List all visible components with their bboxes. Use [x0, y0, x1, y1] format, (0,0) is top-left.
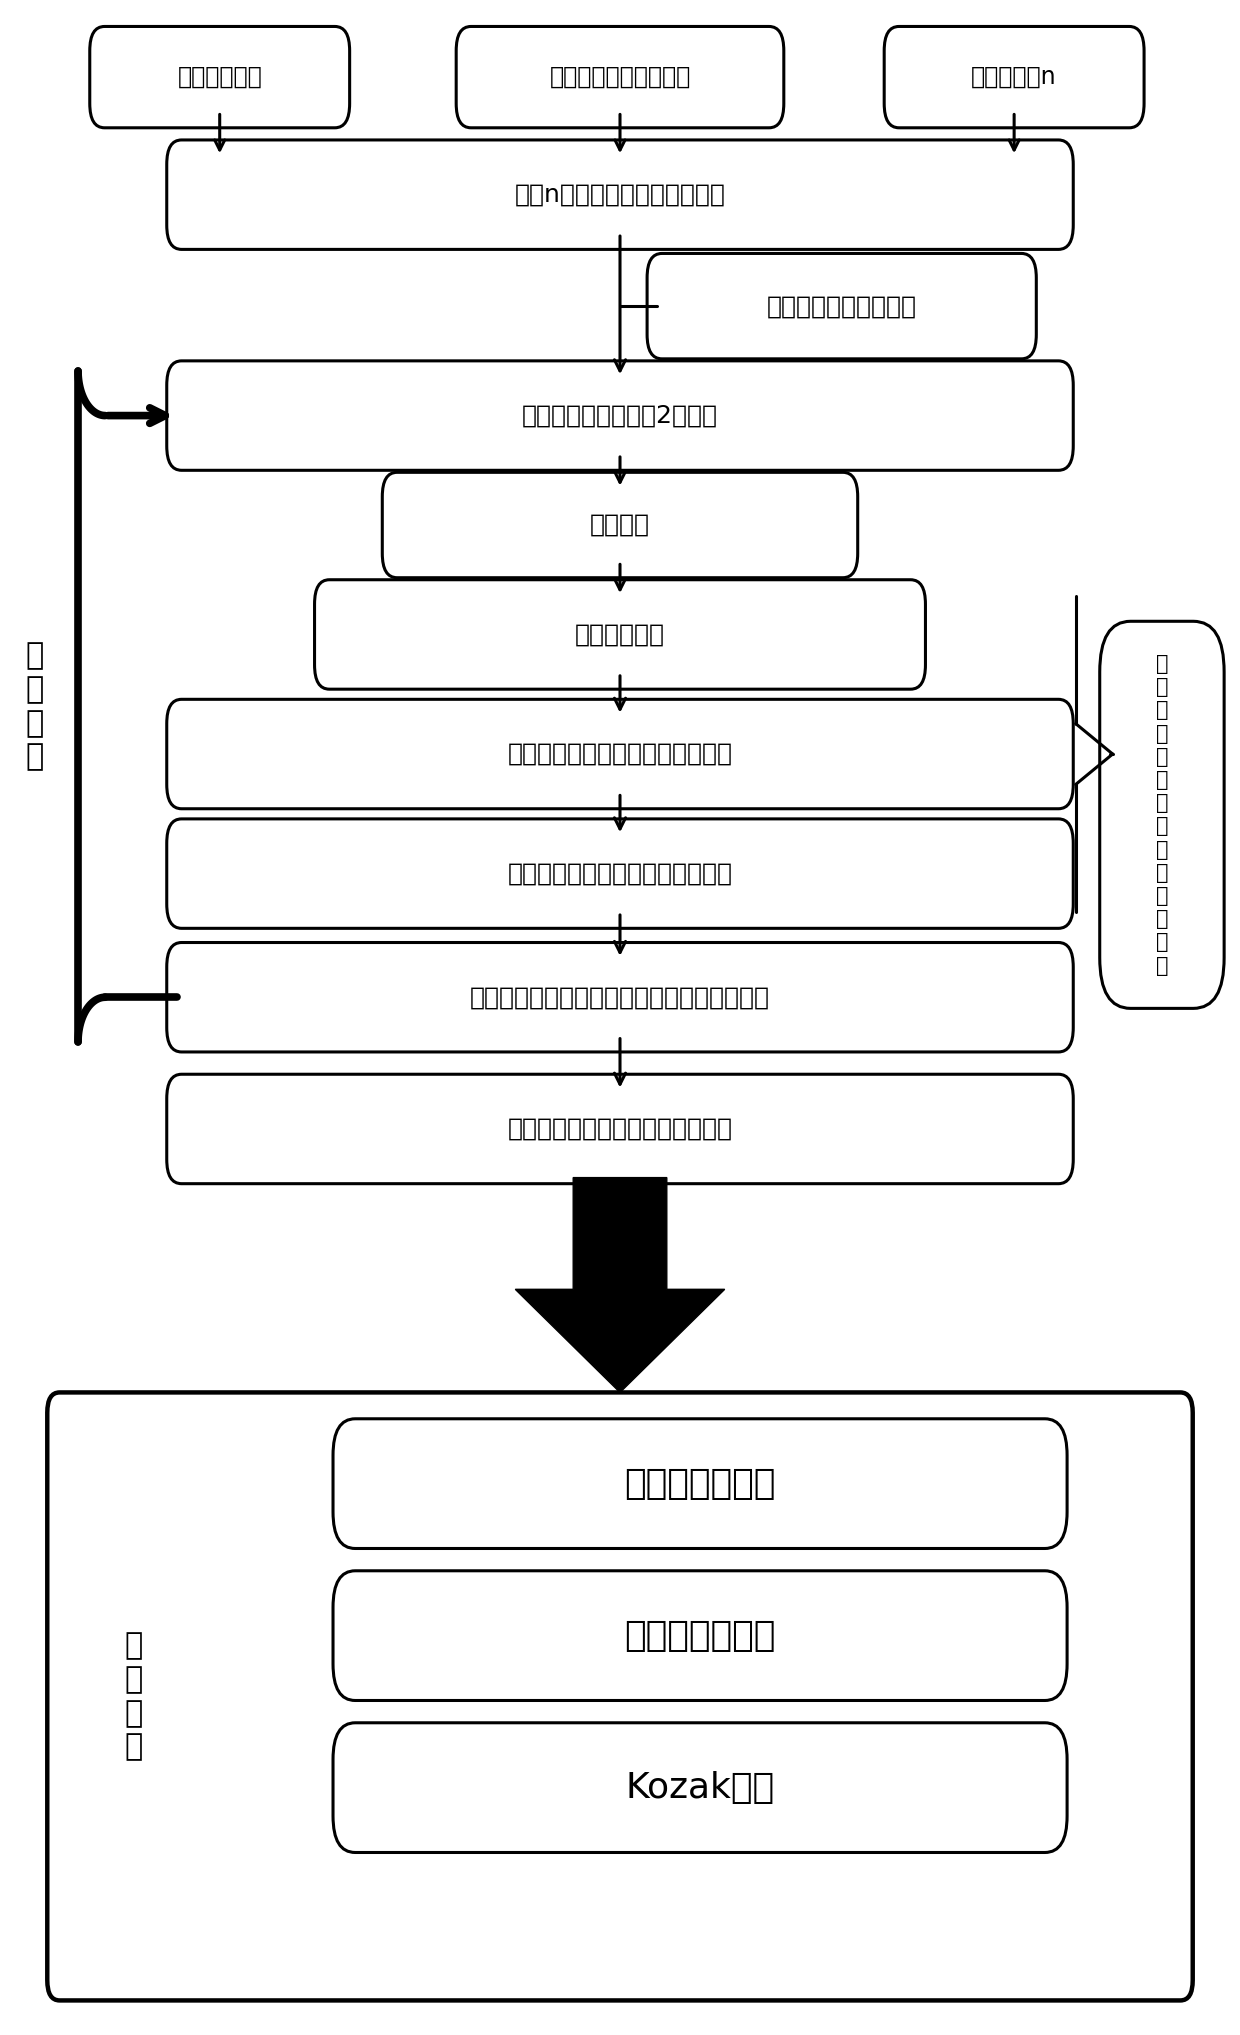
FancyBboxPatch shape — [647, 254, 1037, 358]
Polygon shape — [516, 1178, 724, 1392]
Text: 根据轮盘赌原则选择2条基因: 根据轮盘赌原则选择2条基因 — [522, 403, 718, 427]
Text: 输入一条原核基因序列: 输入一条原核基因序列 — [549, 65, 691, 90]
FancyBboxPatch shape — [166, 700, 1074, 808]
Text: 亚细胞定位序列: 亚细胞定位序列 — [625, 1467, 776, 1500]
FancyBboxPatch shape — [382, 472, 858, 578]
Text: 设置多目标优化期望値: 设置多目标优化期望値 — [766, 295, 916, 317]
FancyBboxPatch shape — [89, 26, 350, 128]
FancyBboxPatch shape — [166, 942, 1074, 1052]
Text: 群体个数：n: 群体个数：n — [971, 65, 1056, 90]
Text: 得到优化种群，从中选择最优序列: 得到优化种群，从中选择最优序列 — [507, 1117, 733, 1142]
FancyBboxPatch shape — [334, 1571, 1068, 1701]
FancyBboxPatch shape — [456, 26, 784, 128]
Text: 计算估値函数，并替换较差序列，放回原种群: 计算估値函数，并替换较差序列，放回原种群 — [470, 985, 770, 1009]
FancyBboxPatch shape — [334, 1418, 1068, 1549]
Text: 基因随机变异: 基因随机变异 — [575, 623, 665, 647]
Text: 随
机
变
异
均
使
用
同
义
密
码
子
替
换: 随 机 变 异 均 使 用 同 义 密 码 子 替 换 — [1156, 653, 1168, 975]
Text: 针对重复序列，进行定点随机变异: 针对重复序列，进行定点随机变异 — [507, 861, 733, 885]
Text: 产生n条随机序列构成一个种群: 产生n条随机序列构成一个种群 — [515, 183, 725, 208]
Text: 增
加
序
列: 增 加 序 列 — [124, 1632, 143, 1762]
Text: 遗
传
算
法: 遗 传 算 法 — [26, 641, 45, 771]
Text: 最优密码子表: 最优密码子表 — [177, 65, 262, 90]
FancyBboxPatch shape — [166, 1074, 1074, 1184]
Text: 针对剪切位点，进行定点随机变异: 针对剪切位点，进行定点随机变异 — [507, 743, 733, 765]
Text: 基因交叉: 基因交叉 — [590, 513, 650, 537]
FancyBboxPatch shape — [884, 26, 1145, 128]
FancyBboxPatch shape — [334, 1724, 1068, 1852]
FancyBboxPatch shape — [166, 818, 1074, 928]
Text: Kozak序列: Kozak序列 — [625, 1770, 775, 1805]
Text: 内含子增强序列: 内含子增强序列 — [625, 1618, 776, 1652]
FancyBboxPatch shape — [166, 140, 1074, 250]
FancyBboxPatch shape — [315, 580, 925, 690]
FancyBboxPatch shape — [1100, 621, 1224, 1009]
FancyBboxPatch shape — [47, 1392, 1193, 2000]
FancyBboxPatch shape — [166, 360, 1074, 470]
